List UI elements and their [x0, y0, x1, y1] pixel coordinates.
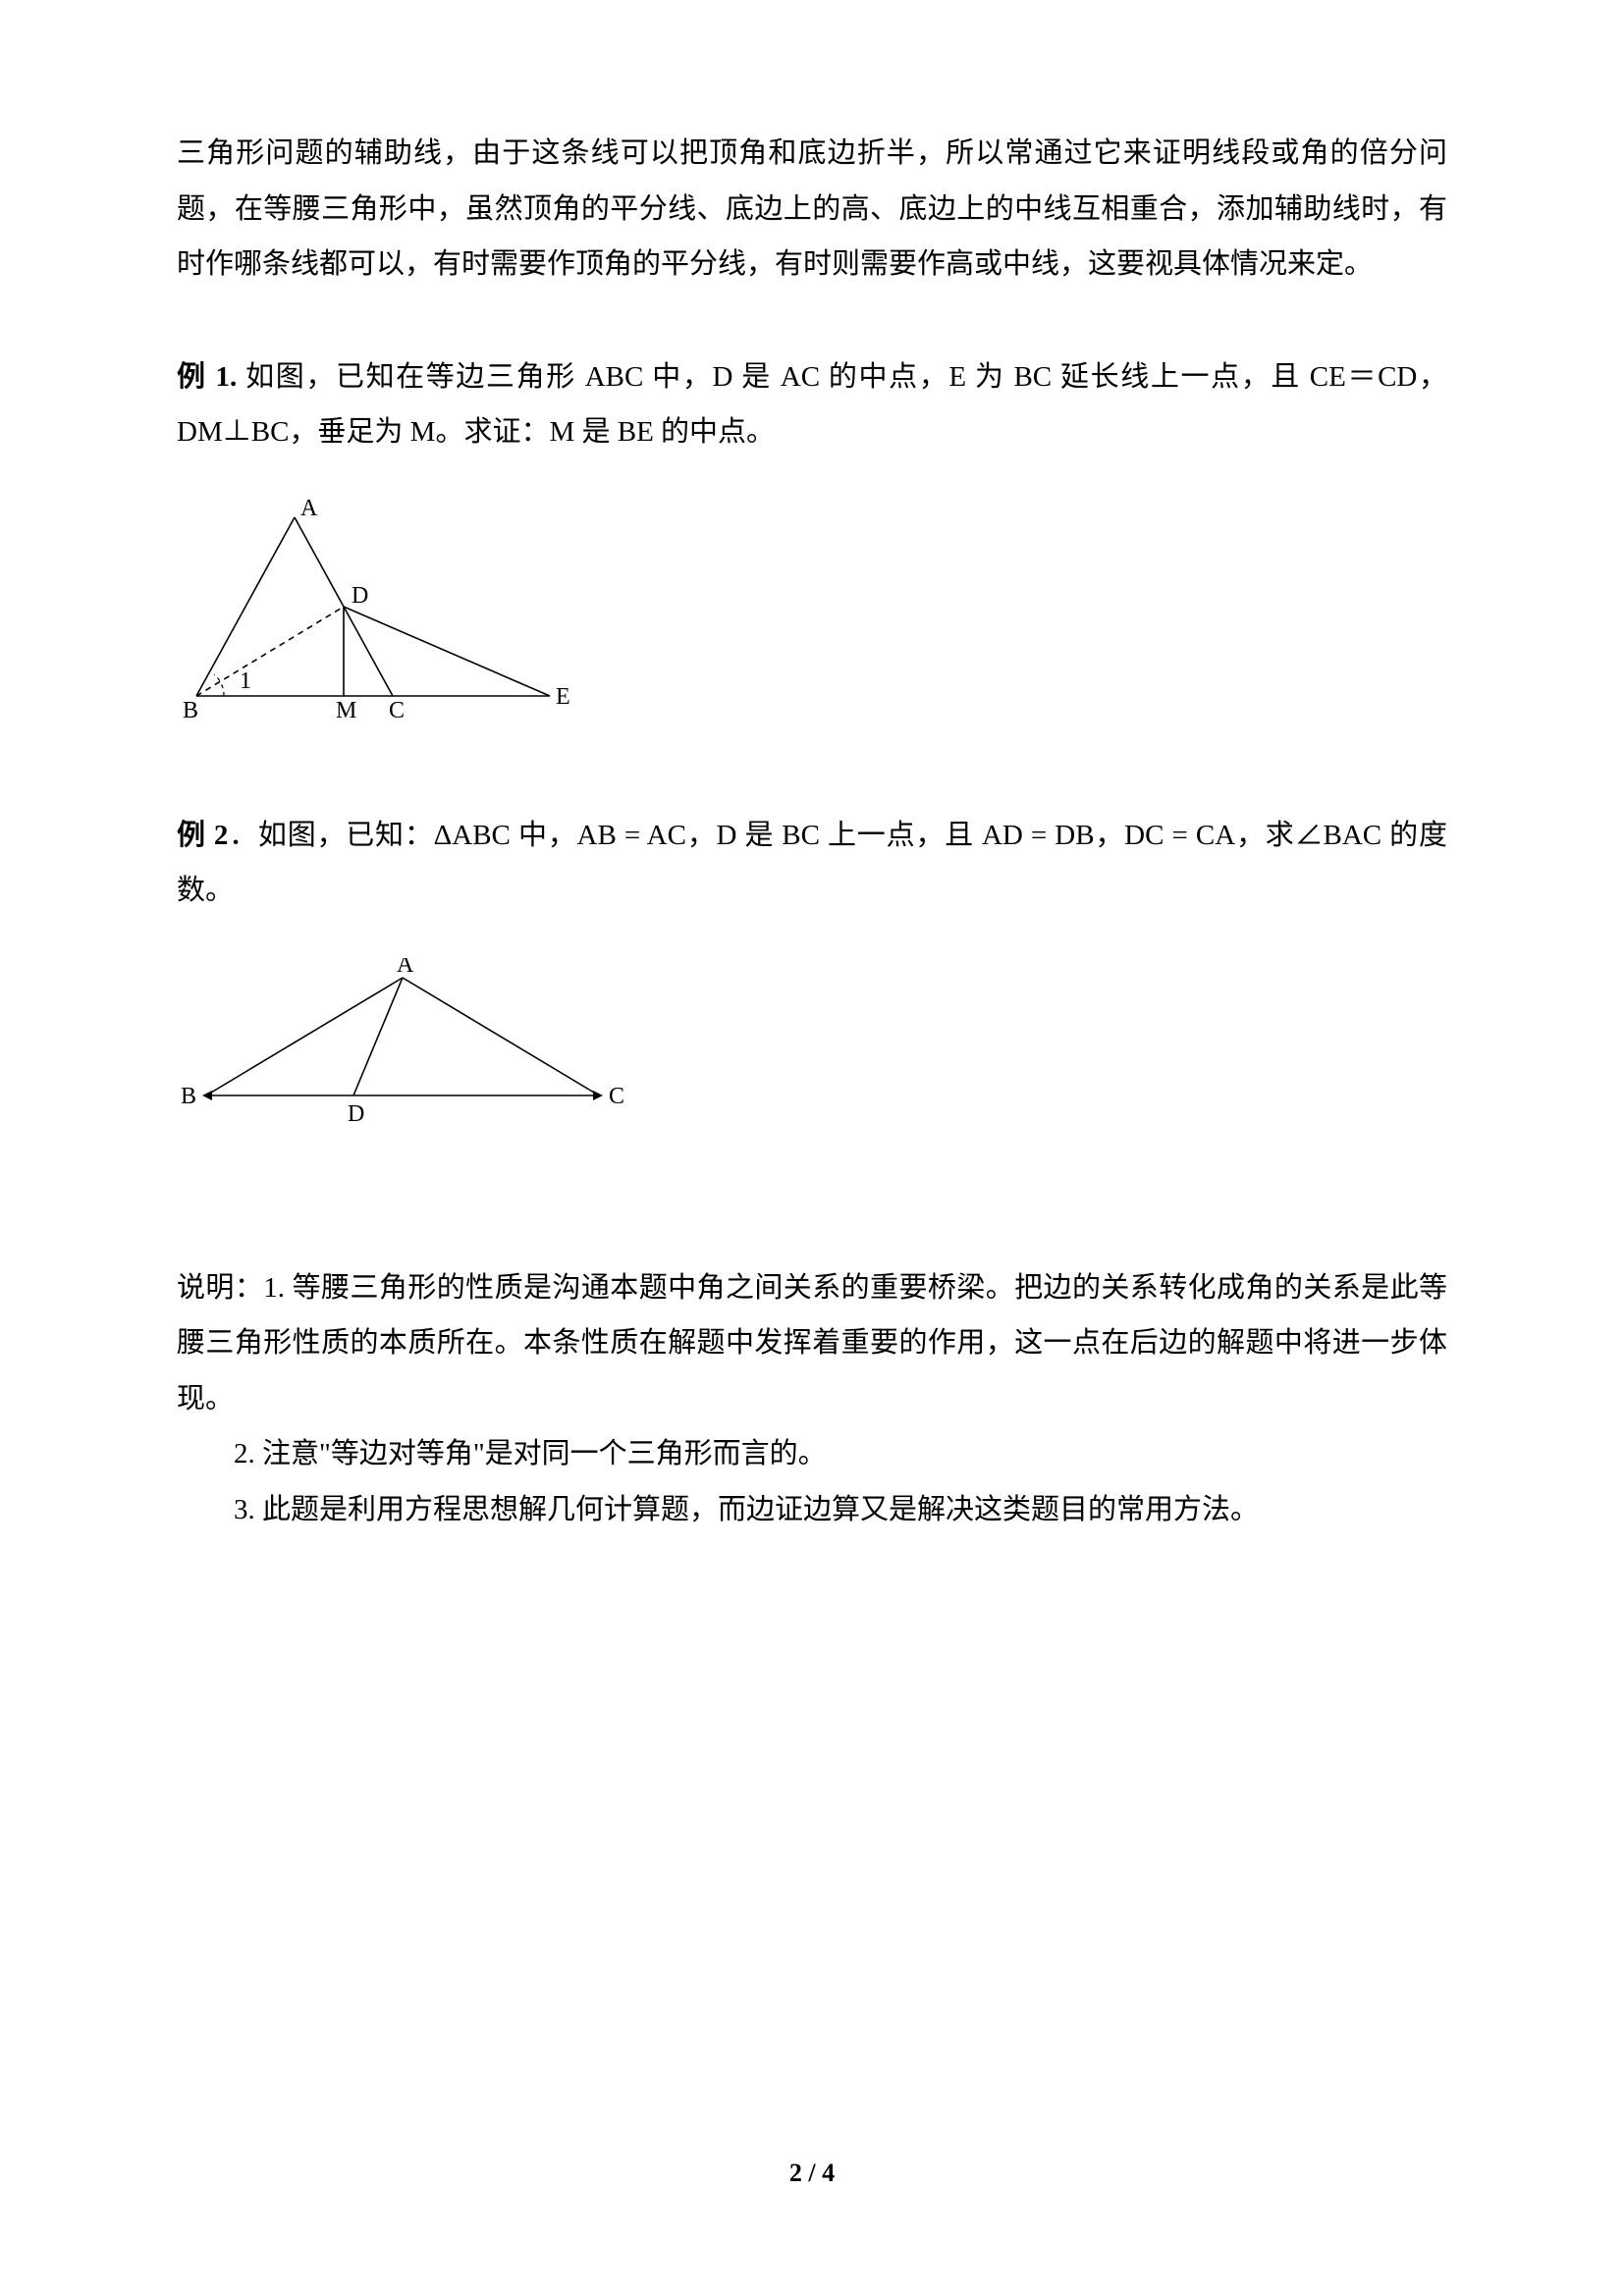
svg-text:M: M: [336, 698, 356, 723]
example-1-label: 例 1.: [177, 361, 237, 393]
svg-text:D: D: [348, 1101, 364, 1125]
note-1: 说明：1. 等腰三角形的性质是沟通本题中角之间关系的重要桥梁。把边的关系转化成角…: [177, 1260, 1447, 1427]
page-total: 4: [822, 2159, 835, 2187]
notes-block: 说明：1. 等腰三角形的性质是沟通本题中角之间关系的重要桥梁。把边的关系转化成角…: [177, 1260, 1447, 1538]
svg-text:C: C: [389, 698, 405, 723]
example-2-text: 例 2．如图，已知：ΔABC 中，AB = AC，D 是 BC 上一点，且 AD…: [177, 808, 1447, 919]
svg-text:D: D: [352, 583, 368, 609]
note-2: 2. 注意"等边对等角"是对同一个三角形而言的。: [177, 1426, 1447, 1482]
example-1-figure: A B C E D M 1: [177, 500, 1447, 725]
example-1-body: 如图，已知在等边三角形 ABC 中，D 是 AC 的中点，E 为 BC 延长线上…: [177, 361, 1447, 449]
note-3: 3. 此题是利用方程思想解几何计算题，而边证边算又是解决这类题目的常用方法。: [177, 1482, 1447, 1538]
example-1-text: 例 1. 如图，已知在等边三角形 ABC 中，D 是 AC 的中点，E 为 BC…: [177, 349, 1447, 460]
svg-text:A: A: [397, 958, 414, 978]
svg-text:E: E: [556, 684, 570, 710]
svg-text:1: 1: [240, 668, 251, 694]
intro-paragraph: 三角形问题的辅助线，由于这条线可以把顶角和底边折半，所以常通过它来证明线段或角的…: [177, 126, 1447, 293]
example-2-figure: A B C D: [177, 958, 1447, 1125]
page-number: 2: [789, 2159, 802, 2187]
svg-text:B: B: [183, 698, 198, 723]
page-footer: 2 / 4: [0, 2159, 1624, 2188]
example-2-body: ．如图，已知：ΔABC 中，AB = AC，D 是 BC 上一点，且 AD = …: [177, 820, 1447, 907]
svg-text:C: C: [609, 1084, 624, 1109]
example-2-label: 例 2: [177, 820, 228, 851]
svg-text:B: B: [181, 1084, 196, 1109]
svg-text:A: A: [300, 500, 318, 521]
page-sep: /: [802, 2159, 822, 2187]
